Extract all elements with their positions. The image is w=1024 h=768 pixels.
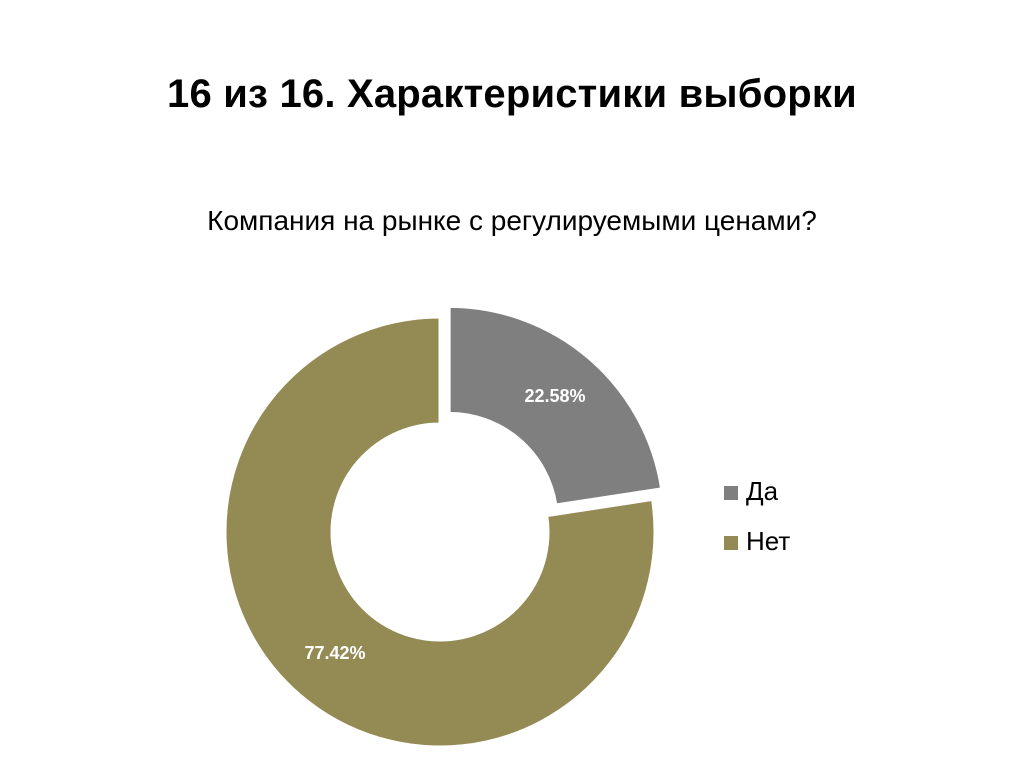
legend-swatch-1 bbox=[724, 486, 738, 500]
donut-slice-1 bbox=[447, 304, 664, 507]
slide-title: 16 из 16. Характеристики выборки bbox=[167, 72, 857, 116]
legend-label-2: Нет bbox=[746, 526, 790, 556]
legend-swatch-2 bbox=[724, 536, 738, 550]
data-label-1: 22.58% bbox=[524, 386, 585, 406]
data-label-2: 77.42% bbox=[304, 643, 365, 663]
chart-title: Компания на рынке с регулируемыми ценами… bbox=[207, 205, 817, 236]
donut-slice-2 bbox=[223, 315, 657, 749]
legend-label-1: Да bbox=[746, 476, 779, 506]
